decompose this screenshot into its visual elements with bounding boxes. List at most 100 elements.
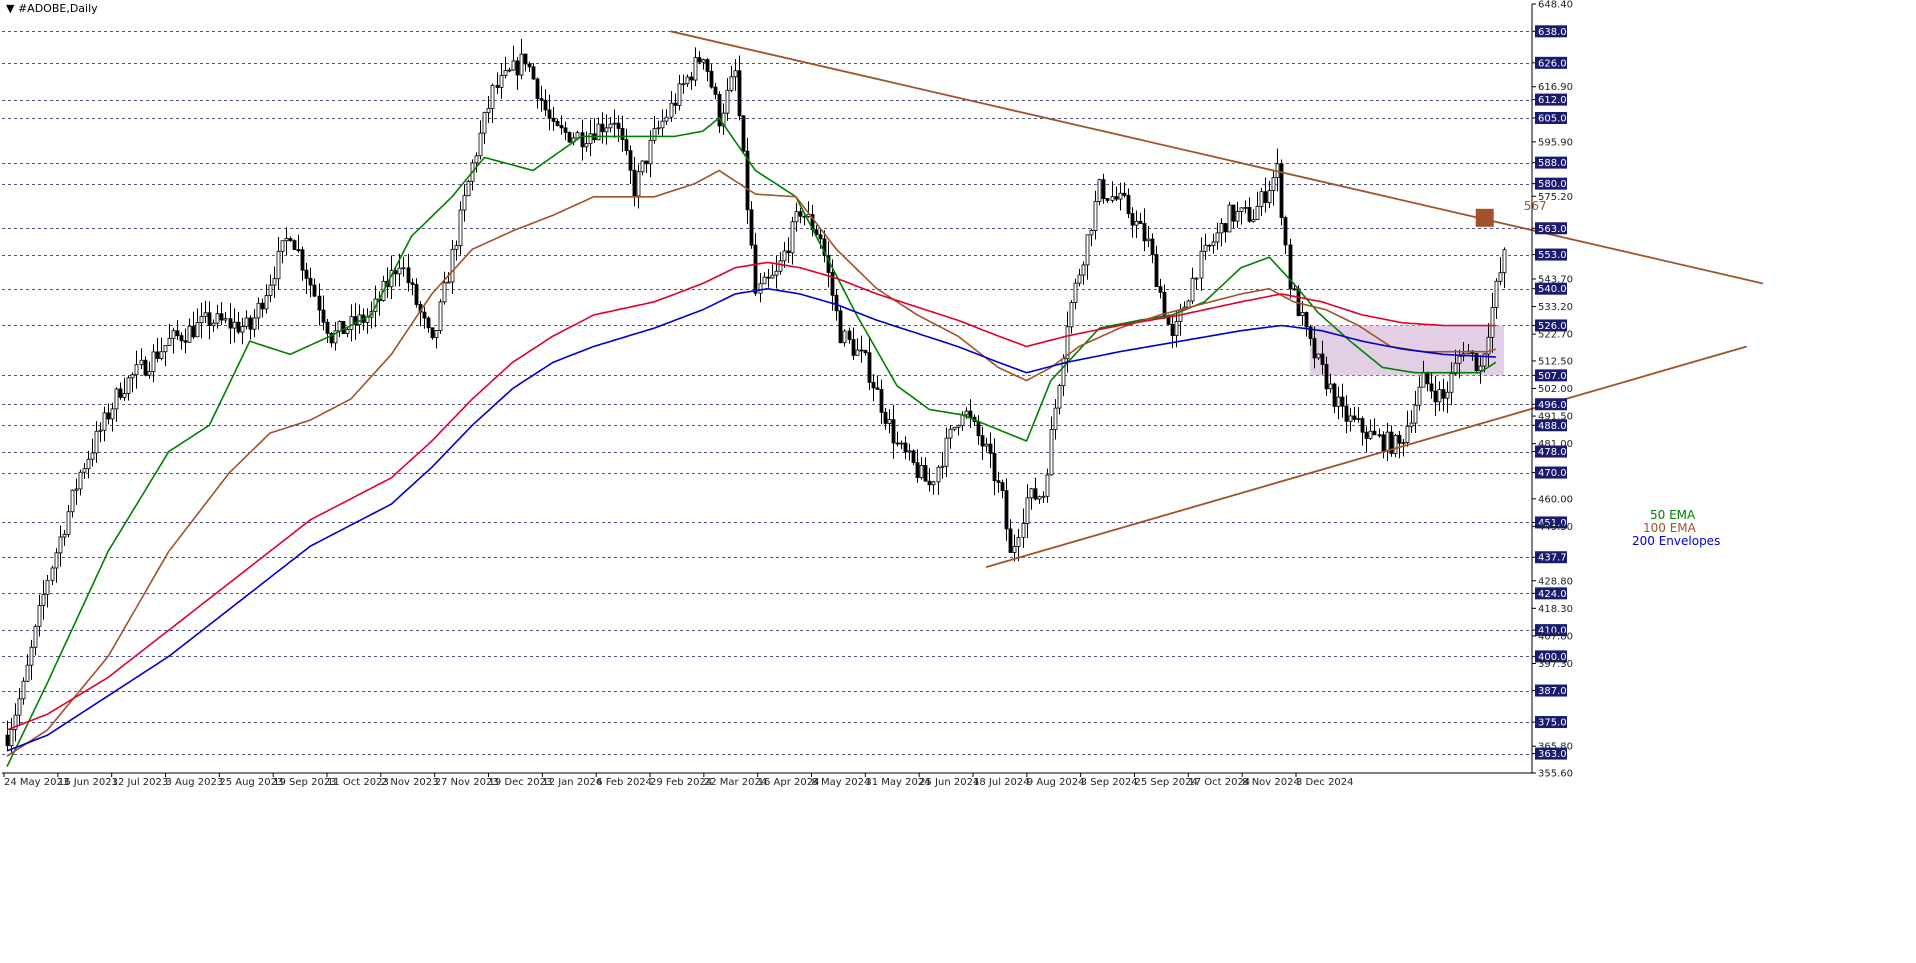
candle-body	[515, 60, 520, 76]
candle-body	[1308, 326, 1313, 340]
price-level-badge	[1535, 56, 1567, 69]
candle-body	[1114, 196, 1119, 200]
candle-body	[1154, 254, 1159, 288]
y-tick-label: 407.80	[1538, 631, 1573, 642]
candle-body	[1348, 415, 1353, 422]
candle-body	[288, 238, 293, 242]
candle-body	[705, 59, 710, 72]
y-tick-label: 512.50	[1538, 356, 1573, 367]
candle-body	[652, 128, 657, 141]
candle-body	[1437, 389, 1442, 403]
candle-body	[895, 442, 900, 445]
candle-body	[996, 480, 1001, 483]
candle-body	[612, 122, 617, 125]
candle-body	[21, 680, 26, 700]
price-level-badge	[1535, 419, 1567, 432]
price-level-badge	[1535, 369, 1567, 382]
x-tick-label: 16 Apr 2024	[758, 777, 820, 788]
candle-body	[1417, 386, 1422, 406]
candle-body	[438, 301, 443, 331]
candle-body	[1498, 272, 1503, 282]
candle-body	[9, 729, 14, 747]
candle-body	[830, 272, 835, 296]
candle-body	[1328, 383, 1333, 390]
candle-body	[284, 238, 289, 242]
candle-body	[964, 410, 969, 416]
candle-body	[1012, 546, 1017, 553]
y-tick-label: 470.00	[1538, 468, 1573, 479]
candle-body	[656, 127, 661, 130]
candle-body	[292, 240, 297, 251]
price-level-badge	[1535, 716, 1567, 729]
candle-body	[499, 75, 504, 88]
candle-body	[519, 53, 524, 76]
y-tick-label: 488.00	[1538, 421, 1573, 432]
candle-body	[134, 364, 139, 376]
y-tick-label: 502.00	[1538, 384, 1573, 395]
candle-body	[883, 411, 888, 424]
candle-body	[280, 240, 285, 252]
candle-body	[1381, 434, 1386, 452]
candle-body	[1482, 353, 1487, 367]
candle-body	[636, 171, 641, 197]
grid	[2, 31, 1532, 755]
candle-body	[54, 552, 59, 569]
candle-body	[195, 322, 200, 338]
candle-body	[1441, 389, 1446, 399]
candle-body	[620, 128, 625, 141]
candle-body	[919, 465, 924, 478]
candle-body	[17, 698, 22, 716]
y-tick-label: 605.00	[1538, 113, 1573, 124]
price-level-badge	[1535, 551, 1567, 564]
series-50-ema	[6, 116, 1497, 768]
y-tick-label: 449.50	[1538, 522, 1573, 533]
candle-body	[547, 109, 552, 119]
candle-body	[102, 412, 107, 431]
candle-body	[462, 195, 467, 211]
candle-body	[575, 132, 580, 139]
candle-body	[584, 143, 589, 148]
price-level-badge	[1535, 624, 1567, 637]
candle-body	[838, 310, 843, 344]
x-tick-label: 3 Dec 2024	[1296, 777, 1354, 788]
candle-body	[94, 430, 99, 454]
y-tick-label: 626.00	[1538, 58, 1573, 69]
candle-body	[244, 317, 249, 327]
candle-body	[256, 302, 261, 319]
candle-body	[143, 359, 148, 376]
candle-body	[434, 330, 439, 339]
candle-body	[1300, 312, 1305, 316]
candle-body	[203, 312, 208, 317]
candle-body	[507, 69, 512, 72]
x-tick-label: 17 Oct 2024	[1188, 777, 1250, 788]
candle-body	[1247, 206, 1252, 222]
candle-body	[555, 121, 560, 126]
candle-body	[62, 533, 67, 538]
candle-body	[600, 123, 605, 133]
candle-body	[268, 284, 273, 296]
candle-body	[353, 316, 358, 326]
candle-body	[454, 245, 459, 250]
candle-body	[1352, 415, 1357, 420]
candle-body	[1053, 407, 1058, 430]
candle-body	[1393, 434, 1398, 454]
candle-body	[1110, 196, 1115, 201]
candle-body	[745, 150, 750, 211]
candle-body	[1445, 391, 1450, 399]
y-tick-label: 580.00	[1538, 179, 1573, 190]
candle-body	[1304, 312, 1309, 328]
y-tick-label: 451.00	[1538, 518, 1573, 529]
candle-body	[543, 99, 548, 111]
candle-body	[1413, 404, 1418, 424]
candle-body	[29, 646, 34, 666]
y-tick-label: 543.70	[1538, 274, 1573, 285]
candle-body	[1085, 234, 1090, 266]
y-tick-label: 397.30	[1538, 659, 1573, 670]
series-200-envelopes-upper	[6, 261, 1496, 731]
price-level-badge	[1535, 650, 1567, 663]
y-tick-label: 355.60	[1538, 769, 1573, 780]
candle-body	[33, 625, 38, 648]
price-level-badge	[1535, 516, 1567, 529]
candle-body	[1203, 244, 1208, 252]
